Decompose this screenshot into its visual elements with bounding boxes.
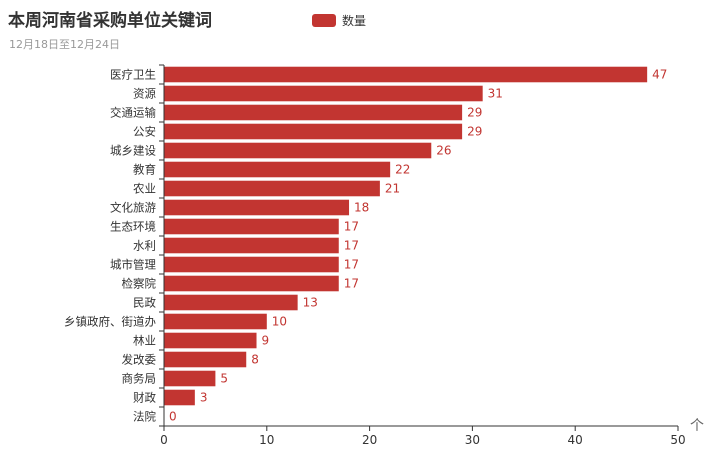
bar-13 <box>164 313 267 330</box>
bar-3 <box>164 123 463 140</box>
bar-12 <box>164 294 298 311</box>
data-label-16: 5 <box>220 372 228 386</box>
legend-label: 数量 <box>342 14 367 28</box>
category-label-5: 教育 <box>133 163 156 177</box>
x-tick-label-3: 30 <box>465 433 480 447</box>
data-label-18: 0 <box>169 410 177 424</box>
bar-8 <box>164 218 339 235</box>
category-label-11: 检察院 <box>122 277 157 291</box>
bar-0 <box>164 66 648 83</box>
category-label-15: 发改委 <box>122 353 157 367</box>
category-label-12: 民政 <box>133 296 156 310</box>
category-label-4: 城乡建设 <box>110 144 156 158</box>
x-tick-label-0: 0 <box>160 433 168 447</box>
category-label-7: 文化旅游 <box>110 201 156 215</box>
data-label-17: 3 <box>200 391 208 405</box>
data-label-2: 29 <box>467 106 482 120</box>
data-label-7: 18 <box>354 201 369 215</box>
category-label-14: 林业 <box>133 334 156 348</box>
category-label-6: 农业 <box>133 182 156 196</box>
chart-subtitle: 12月18日至12月24日 <box>9 38 120 51</box>
category-label-3: 公安 <box>133 125 156 139</box>
bar-17 <box>164 389 195 406</box>
legend-swatch <box>312 14 336 27</box>
category-label-13: 乡镇政府、街道办 <box>64 315 156 329</box>
data-label-1: 31 <box>488 87 503 101</box>
data-label-9: 17 <box>344 239 359 253</box>
data-label-11: 17 <box>344 277 359 291</box>
bar-2 <box>164 104 463 121</box>
data-label-13: 10 <box>272 315 287 329</box>
x-tick-label-1: 10 <box>259 433 274 447</box>
bar-1 <box>164 85 483 102</box>
data-label-12: 13 <box>303 296 318 310</box>
data-label-8: 17 <box>344 220 359 234</box>
data-label-6: 21 <box>385 182 400 196</box>
bar-15 <box>164 351 247 368</box>
bar-14 <box>164 332 257 349</box>
data-label-5: 22 <box>395 163 410 177</box>
x-tick-label-4: 40 <box>568 433 583 447</box>
bar-10 <box>164 256 339 273</box>
data-label-15: 8 <box>251 353 259 367</box>
bar-4 <box>164 142 432 159</box>
bar-6 <box>164 180 380 197</box>
data-label-0: 47 <box>652 68 667 82</box>
x-tick-label-5: 50 <box>670 433 685 447</box>
category-label-8: 生态环境 <box>110 220 156 234</box>
chart-title: 本周河南省采购单位关键词 <box>8 11 212 31</box>
bar-7 <box>164 199 350 216</box>
category-label-2: 交通运输 <box>110 106 156 120</box>
data-label-14: 9 <box>262 334 270 348</box>
data-label-4: 26 <box>436 144 451 158</box>
bar-9 <box>164 237 339 254</box>
legend[interactable]: 数量 <box>312 12 366 29</box>
category-label-9: 水利 <box>133 239 156 253</box>
scroll-top-icon[interactable]: 个 <box>690 418 704 434</box>
category-label-10: 城市管理 <box>110 258 156 272</box>
category-label-16: 商务局 <box>122 372 157 386</box>
bar-16 <box>164 370 216 387</box>
category-label-18: 法院 <box>133 410 156 424</box>
category-label-17: 财政 <box>133 391 156 405</box>
data-label-10: 17 <box>344 258 359 272</box>
category-label-1: 资源 <box>133 87 156 101</box>
bar-11 <box>164 275 339 292</box>
category-label-0: 医疗卫生 <box>110 68 156 82</box>
bar-5 <box>164 161 391 178</box>
x-tick-label-2: 20 <box>362 433 377 447</box>
data-label-3: 29 <box>467 125 482 139</box>
